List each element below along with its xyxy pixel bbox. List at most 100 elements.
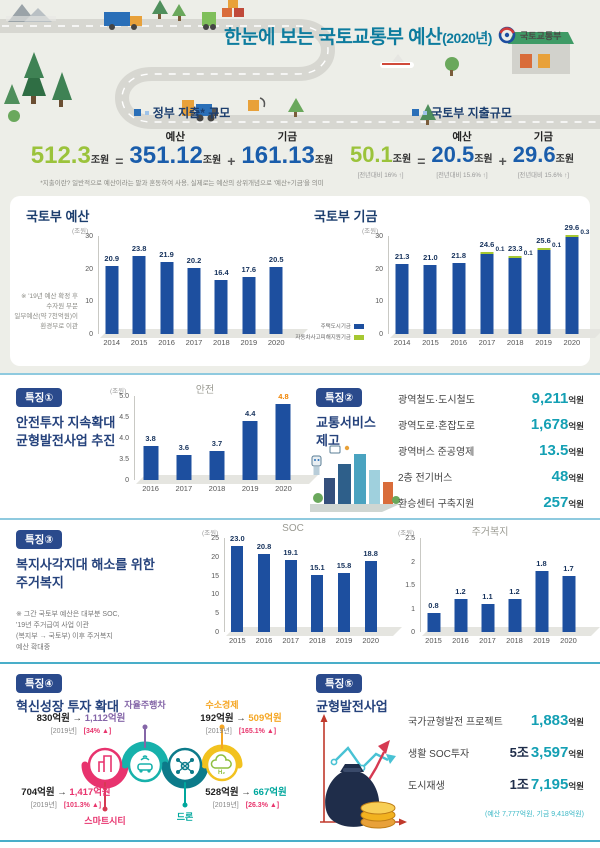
molit-budget-value: 20.5 (431, 142, 475, 167)
svg-text:H₂: H₂ (218, 770, 225, 776)
bullet-icon (144, 110, 149, 115)
pine-trees-icon (4, 52, 72, 122)
bar (176, 454, 192, 480)
urban-regeneration-note: (예산 7,777억원, 기금 9,418억원) (485, 811, 584, 818)
bar (423, 265, 437, 334)
bar-value-label: 21.0 (423, 253, 438, 263)
smart-city-icon (87, 747, 123, 783)
section-divider (0, 662, 600, 664)
bar (258, 553, 270, 632)
bar-value-label: 18.8 (363, 549, 378, 559)
y-axis: 0 10 20 30 (375, 233, 383, 338)
molit-total: 50.1조원 [전년대비 16% ↑] (349, 142, 412, 180)
gov-fund-value: 161.13 (241, 142, 315, 169)
housing-bar-chart: (조원) 주거복지 0 1 1.5 2 2.5 0.8 1.2 1.1 1.2 1.8 1.7 2015 2… (398, 526, 600, 645)
bar-value-label: 3.6 (178, 442, 190, 452)
chart-column: 1.2 (447, 538, 474, 632)
item-label-hydrogen: 수소경제 (205, 700, 239, 710)
feature2-section: 특징② 교통서비스 제고 광역철도·도시철도 9,211억원 광역도로·혼잡도로 1… (310, 382, 592, 514)
truck-icon (104, 12, 142, 30)
bar-segment-label: 0.1 (523, 249, 533, 257)
feature3-title: 복지사각지대 해소를 위한 주거복지 (16, 557, 155, 591)
feature1-title: 안전투자 지속확대 균형발전사업 추진 (16, 415, 116, 449)
chart-column: 1.7 (555, 538, 582, 632)
bar (508, 257, 522, 334)
bar (508, 599, 521, 632)
bar-value-label: 1.2 (509, 587, 520, 597)
y-axis-line (134, 396, 135, 480)
molit-spending-formula: 50.1조원 [전년대비 16% ↑] = 예산 20.5조원 [전년대비 15… (334, 129, 590, 179)
bar-segment (537, 248, 551, 251)
list-item: 생활 SOC투자 5조 3,597억원 (408, 744, 584, 761)
gov-total-value: 512.3 (30, 142, 91, 169)
bar (454, 599, 467, 632)
plus-sign: + (227, 153, 236, 169)
feature5-badge: 특징⑤ (316, 674, 363, 693)
gov-budget-value: 351.12 (129, 142, 203, 169)
bar-segment-label: 0.3 (580, 229, 590, 237)
section-divider (0, 373, 600, 375)
bar-segment-label: 0.1 (552, 242, 562, 250)
bullet-icon (133, 109, 141, 116)
bar (284, 560, 297, 632)
page-title-text: 한눈에 보는 국토교통부 예산 (224, 27, 443, 48)
gov-fund: 기금 161.13조원 (241, 131, 334, 169)
bar-value-label: 20.2 (186, 256, 202, 266)
fund-chart-title: 국토부 기금 (314, 209, 378, 224)
bar-value-label: 3.7 (211, 438, 223, 448)
bar-value-label: 24.6 (479, 239, 495, 249)
bar-value-label: 15.8 (336, 560, 352, 570)
feature2-title: 교통서비스 제고 (316, 415, 376, 449)
gov-spending-summary: 정부 지출* 규모 512.3조원 = 예산 351.12조원 + 기금 161… (16, 104, 348, 187)
chart-column: 21.0 (416, 236, 444, 334)
y-axis: 0 1 1.5 2 2.5 (405, 535, 415, 636)
legend-item: 자동차사고피해지원기금 (294, 333, 364, 341)
chart-column: 3.7 (200, 396, 233, 480)
bar-value-label: 23.0 (230, 533, 245, 543)
charts-card: 국토부 예산 ※ '19년 예산 확정 후 수자원 부문 일부예산(약 7천억원… (10, 196, 600, 366)
innovation-wave-diagram: H₂ (81, 724, 243, 812)
molit-logo-icon (498, 26, 516, 44)
bar-value-label: 23.8 (131, 244, 147, 254)
feature5-section: 특징⑤ 균형발전사업 국가균형발전 프로젝트 1,883억원 생활 SOC투자 5조… (310, 668, 590, 836)
gov-budget: 예산 351.12조원 (129, 131, 222, 169)
bar (132, 256, 146, 334)
bar (338, 572, 351, 632)
bar (480, 253, 494, 334)
bar-value-label: 3.8 (145, 434, 156, 444)
stat-autonomous-car: 830억원 → 1,112억원 [2019년] [34% ▲] (36, 713, 126, 735)
chart-column: 20.8 (251, 538, 278, 632)
bar (562, 575, 575, 632)
chart-column: 17.6 (235, 236, 262, 334)
bullet-icon (423, 110, 428, 115)
feature1-section: 특징① 안전투자 지속확대 균형발전사업 추진 (조원) 안전 0 3.5 4.0 4.5… (10, 382, 318, 514)
bar (311, 575, 324, 632)
forklift-icon (182, 97, 266, 122)
arrow-icon: → (72, 713, 83, 724)
feature3-note: ※ 그간 국토부 예산은 대부분 SOC, '19년 주거급여 사업 이관 (복… (16, 611, 120, 651)
bar-value-label: 0.8 (428, 601, 439, 611)
y-axis: 0 5 10 15 20 25 (211, 535, 219, 636)
feature2-badge: 특징② (316, 388, 363, 407)
list-item: 2층 전기버스 48억원 (398, 468, 584, 485)
chart-column: 18.8 (357, 538, 384, 632)
arrow-icon: → (236, 713, 246, 724)
budget-bar-chart: (조원) 0 10 20 30 20.9 23.8 21.9 20.2 16.4 17.6 20.5 2… (72, 224, 308, 347)
stat-smart-city: 704억원 → 1,417억원 [2019년] [101.3% ▲] (21, 787, 111, 809)
bar (275, 404, 291, 480)
feature3-section: 특징③ 복지사각지대 해소를 위한 주거복지 ※ 그간 국토부 예산은 대부분 … (10, 523, 600, 660)
chart-column: 21.9 (153, 236, 180, 334)
bar-value-label: 20.8 (256, 541, 272, 551)
chart-column: 21.3 (388, 236, 416, 334)
bar-value-label: 21.9 (159, 250, 174, 260)
bar (537, 250, 551, 334)
list-item: 광역버스 준공영제 13.5억원 (398, 442, 584, 459)
bar-value-label: 4.8 (278, 392, 289, 402)
x-axis: 2016 2017 2018 2019 2020 (142, 484, 292, 493)
feature4-title: 혁신성장 투자 확대 (16, 699, 119, 714)
feature3-badge: 특징③ (16, 530, 63, 549)
warehouse-icon (508, 32, 574, 74)
bar (535, 570, 548, 632)
molit-logo-label: 국토교통부 (520, 30, 562, 41)
